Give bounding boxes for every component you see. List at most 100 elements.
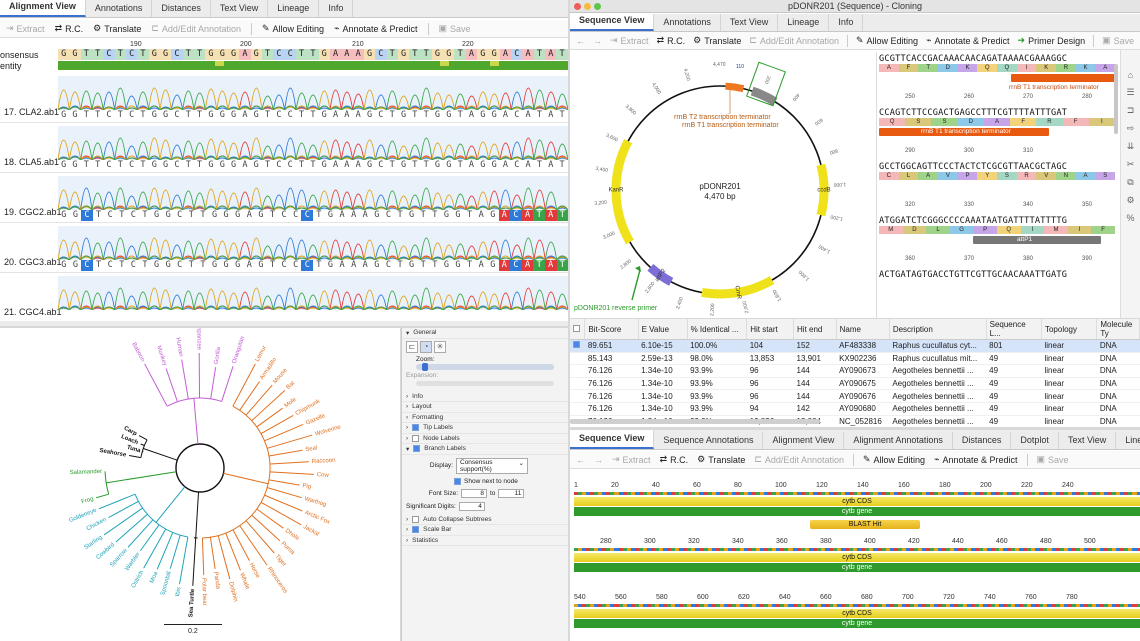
sequence-scrollbar[interactable] xyxy=(1114,64,1118,134)
tab-sequence-annotations[interactable]: Sequence Annotations xyxy=(654,432,764,449)
settings-icon[interactable]: ⚙ xyxy=(1126,195,1135,205)
annotate-predict-button[interactable]: ⌁ Annotate & Predict xyxy=(334,23,418,34)
select-all-header[interactable] xyxy=(570,319,586,340)
tab-distances[interactable]: Distances xyxy=(152,0,211,17)
column-header[interactable]: Name xyxy=(836,319,890,340)
allow-editing-button[interactable]: ✎ Allow Editing xyxy=(261,23,325,34)
tab-sequence-view[interactable]: Sequence View xyxy=(570,430,655,449)
attp1-feature[interactable] xyxy=(750,86,778,106)
forward-button[interactable]: → xyxy=(593,36,602,46)
column-header[interactable]: Sequence L... xyxy=(986,319,1042,340)
terminator-feature[interactable] xyxy=(725,82,745,93)
horizontal-scrollbar[interactable] xyxy=(0,321,568,326)
split-icon[interactable]: ⇊ xyxy=(1126,141,1135,151)
column-header[interactable]: Molecule Ty xyxy=(1096,319,1140,340)
select-all-checkbox[interactable] xyxy=(573,324,580,332)
save-button[interactable]: ▣ Save xyxy=(1036,454,1069,465)
tab-text-view[interactable]: Text View xyxy=(1059,432,1117,449)
tab-info[interactable]: Info xyxy=(319,0,354,17)
add-edit-annotation-button[interactable]: ⊏ Add/Edit Annotation xyxy=(754,454,844,465)
scissors-icon[interactable]: ✂ xyxy=(1126,159,1135,169)
table-row[interactable]: 76.126 1.34e-10 93.9% 96 144 AY090676 Aegothel… xyxy=(570,389,1140,403)
node-labels-section[interactable]: › Node Labels xyxy=(402,433,568,444)
copy-icon[interactable]: ⧉ xyxy=(1127,177,1134,187)
tab-alignment-view[interactable]: Alignment View xyxy=(763,432,845,449)
cytb-gene-annotation[interactable]: cytb gene xyxy=(574,619,1140,628)
table-horizontal-scrollbar[interactable] xyxy=(570,419,820,424)
tab-text-view[interactable]: Text View xyxy=(211,0,269,17)
save-button[interactable]: ▣ Save xyxy=(438,23,471,34)
extract-button[interactable]: ⇥ Extract xyxy=(6,23,45,34)
column-header[interactable]: Topology xyxy=(1041,319,1098,340)
column-header[interactable]: E Value xyxy=(638,319,688,340)
scale-bar-section[interactable]: › Scale Bar xyxy=(402,525,568,536)
font-to-input[interactable]: 11 xyxy=(498,488,525,498)
table-row[interactable]: 85.143 2.59e-13 98.0% 13,853 13,901 KX902236 R… xyxy=(570,352,1140,366)
column-header[interactable]: Hit end xyxy=(793,319,837,340)
tab-annotations[interactable]: Annotations xyxy=(654,14,721,31)
auto-collapse-checkbox[interactable] xyxy=(412,515,420,523)
allow-editing-button[interactable]: ✎ Allow Editing xyxy=(855,35,919,46)
feature-annotation-bar[interactable] xyxy=(973,236,1101,244)
add-edit-annotation-button[interactable]: ⊏ Add/Edit Annotation xyxy=(749,35,839,46)
row-checkbox-cell[interactable] xyxy=(570,339,585,353)
tab-text-view[interactable]: Text View xyxy=(721,14,779,31)
row-checkbox-cell[interactable] xyxy=(570,389,585,403)
translate-button[interactable]: ⚙ Translate xyxy=(693,35,742,46)
show-next-checkbox[interactable] xyxy=(454,477,461,485)
tab-alignment-view[interactable]: Alignment View xyxy=(0,0,86,17)
allow-editing-button[interactable]: ✎ Allow Editing xyxy=(862,454,926,465)
back-button[interactable]: ← xyxy=(576,455,585,465)
scale-bar-checkbox[interactable] xyxy=(412,526,420,534)
cytb-cds-annotation[interactable]: cytb CDS xyxy=(574,609,1140,618)
tag-icon[interactable]: ⊐ xyxy=(1126,105,1135,115)
translate-button[interactable]: ⚙ Translate xyxy=(697,454,746,465)
feature-annotation-bar[interactable] xyxy=(1011,74,1115,82)
tab-lineage[interactable]: Lineage xyxy=(778,14,830,31)
primer-design-button[interactable]: ➜ Primer Design xyxy=(1017,35,1086,46)
row-checkbox-cell[interactable] xyxy=(570,364,585,378)
circular-tree-icon[interactable]: ◔ xyxy=(420,340,432,353)
extract-button[interactable]: ⇥ Extract xyxy=(612,454,651,465)
list-icon[interactable]: ☰ xyxy=(1126,87,1135,97)
zoom-slider[interactable] xyxy=(416,362,554,371)
rc-button[interactable]: ⇄ R.C. xyxy=(54,23,84,34)
auto-collapse-section[interactable]: › Auto Collapse Subtrees xyxy=(402,514,568,525)
cytb-gene-annotation[interactable]: cytb gene xyxy=(574,507,1140,516)
column-header[interactable]: Bit-Score xyxy=(584,319,639,340)
statistics-section[interactable]: › Statistics xyxy=(402,535,568,546)
add-edit-annotation-button[interactable]: ⊏ Add/Edit Annotation xyxy=(151,23,241,34)
ccdb-feature[interactable] xyxy=(816,163,829,217)
display-select[interactable]: Consensus support(%) ⌄ xyxy=(456,457,528,474)
sig-digits-input[interactable]: 4 xyxy=(458,501,485,511)
back-button[interactable]: ← xyxy=(576,36,585,46)
radial-tree-icon[interactable]: ✳ xyxy=(434,340,446,353)
branch-labels-section[interactable]: ▾ Branch Labels xyxy=(402,444,568,455)
branch-labels-checkbox[interactable] xyxy=(413,445,421,453)
translate-button[interactable]: ⚙ Translate xyxy=(93,23,142,34)
row-checkbox-cell[interactable] xyxy=(570,352,585,366)
close-window-icon[interactable] xyxy=(574,3,581,10)
table-row[interactable]: 76.126 1.34e-10 93.9% 96 144 AY090673 Aegothel… xyxy=(570,364,1140,378)
forward-button[interactable]: → xyxy=(594,455,603,465)
tab-lineage[interactable]: Lineage xyxy=(268,0,320,17)
row-checkbox-cell[interactable] xyxy=(570,402,585,416)
tab-sequence-view[interactable]: Sequence View xyxy=(570,14,655,31)
tip-labels-checkbox[interactable] xyxy=(412,424,420,432)
annotate-predict-button[interactable]: ⌁ Annotate & Predict xyxy=(934,454,1018,465)
cytb-cds-annotation[interactable]: cytb CDS xyxy=(574,553,1140,562)
percent-icon[interactable]: % xyxy=(1126,213,1135,223)
general-section-header[interactable]: ▾ General xyxy=(402,328,568,339)
annotate-predict-button[interactable]: ⌁ Annotate & Predict xyxy=(926,35,1010,46)
tab-distances[interactable]: Distances xyxy=(953,432,1012,449)
column-header[interactable]: Hit start xyxy=(746,319,795,340)
tip-labels-section[interactable]: › Tip Labels xyxy=(402,423,568,434)
tab-lineage[interactable]: Lineage xyxy=(1116,432,1140,449)
table-row[interactable]: 89.651 6.10e-15 100.0% 104 152 AF483338 Raphus… xyxy=(570,339,1140,353)
tab-dotplot[interactable]: Dotplot xyxy=(1011,432,1059,449)
cmr-feature[interactable] xyxy=(701,276,775,299)
table-row[interactable]: 76.126 1.34e-10 93.9% 96 144 AY090675 Aegothel… xyxy=(570,377,1140,391)
table-row[interactable]: 76.126 1.34e-10 93.9% 94 142 AY090680 Aegothel… xyxy=(570,402,1140,416)
column-header[interactable]: % Identical ... xyxy=(687,319,748,340)
zoom-slider-thumb[interactable] xyxy=(422,362,428,371)
